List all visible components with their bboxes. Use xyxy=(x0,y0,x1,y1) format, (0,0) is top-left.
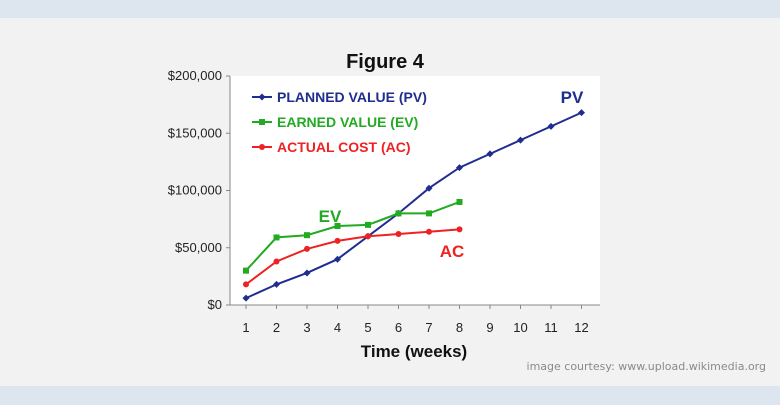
annotation-ev: EV xyxy=(319,207,342,226)
data-point xyxy=(273,258,280,265)
data-point xyxy=(273,280,280,288)
data-point xyxy=(426,228,432,235)
data-point xyxy=(303,269,311,277)
data-point xyxy=(334,255,341,263)
data-point xyxy=(425,184,433,192)
data-point xyxy=(259,144,265,150)
data-point xyxy=(365,233,371,240)
x-tick-label: 8 xyxy=(456,320,463,335)
legend-item: ACTUAL COST (AC) xyxy=(252,139,411,155)
series-line xyxy=(245,200,460,272)
x-tick-label: 12 xyxy=(574,320,588,335)
data-point xyxy=(365,221,371,228)
annotation-ac: AC xyxy=(440,242,465,261)
data-point xyxy=(258,93,266,101)
x-tick-label: 2 xyxy=(273,320,280,335)
legend-item: PLANNED VALUE (PV) xyxy=(252,89,427,105)
data-point xyxy=(273,234,280,241)
x-axis-label: Time (weeks) xyxy=(361,342,467,361)
data-point xyxy=(243,281,249,288)
x-tick-label: 9 xyxy=(486,320,493,335)
data-point xyxy=(486,150,494,158)
data-point xyxy=(395,210,402,217)
series-layer xyxy=(242,109,585,302)
legend-label: PLANNED VALUE (PV) xyxy=(277,89,427,105)
legend-label: ACTUAL COST (AC) xyxy=(277,139,411,155)
x-tick-label: 11 xyxy=(544,320,558,335)
series-line xyxy=(245,111,582,300)
y-tick-label: $150,000 xyxy=(168,125,222,140)
data-point xyxy=(304,232,310,239)
data-point xyxy=(456,226,463,233)
x-tick-label: 6 xyxy=(395,320,402,335)
data-point xyxy=(304,245,310,252)
legend-item: EARNED VALUE (EV) xyxy=(252,114,418,130)
series-annotations: PV EV AC xyxy=(319,88,584,261)
series-ac xyxy=(243,226,463,288)
y-tick-label: $50,000 xyxy=(175,240,222,255)
data-point xyxy=(517,136,524,144)
axes xyxy=(226,75,600,309)
data-point xyxy=(259,119,265,125)
image-credit: image courtesy: www.upload.wikimedia.org xyxy=(526,360,766,373)
series-ev xyxy=(243,198,463,274)
data-point xyxy=(578,109,585,117)
data-point xyxy=(456,164,463,172)
x-tick-label: 7 xyxy=(425,320,432,335)
data-point xyxy=(395,231,402,238)
y-tick-label: $200,000 xyxy=(168,68,222,83)
x-tick-label: 10 xyxy=(513,320,527,335)
data-point xyxy=(242,294,250,302)
chart-title: Figure 4 xyxy=(346,51,425,73)
y-tick-label: $100,000 xyxy=(168,183,222,198)
series-line xyxy=(245,228,460,286)
y-tick-label: $0 xyxy=(208,297,222,312)
plot-area xyxy=(230,76,600,305)
data-point xyxy=(456,198,463,205)
annotation-pv: PV xyxy=(561,88,584,107)
legend-label: EARNED VALUE (EV) xyxy=(277,114,418,130)
data-point xyxy=(243,267,249,274)
x-tick-label: 1 xyxy=(242,320,249,335)
data-point xyxy=(547,122,555,130)
data-point xyxy=(426,210,432,217)
data-point xyxy=(334,222,341,229)
x-tick-label: 5 xyxy=(364,320,371,335)
data-point xyxy=(334,237,341,244)
x-tick-label: 4 xyxy=(334,320,341,335)
legend: PLANNED VALUE (PV) EARNED VALUE (EV) ACTUA… xyxy=(252,89,427,155)
x-tick-label: 3 xyxy=(303,320,310,335)
